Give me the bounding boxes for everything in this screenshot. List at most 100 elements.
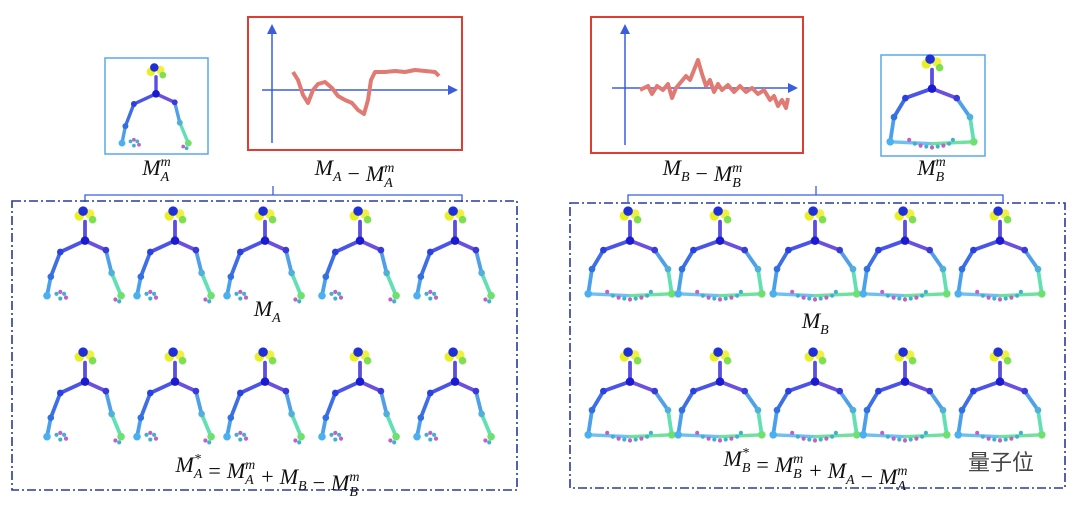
joint [939,406,947,414]
joint [58,289,63,294]
joint [329,432,334,437]
joint [622,296,627,301]
joint [954,431,962,439]
joint [117,432,125,441]
joint [992,296,997,301]
joint [616,436,621,441]
joint [148,437,153,442]
joint [63,436,69,441]
joint [875,387,882,395]
joint [924,144,929,149]
bone [590,389,606,413]
bone [742,248,760,272]
joint [939,265,947,273]
joint [392,299,397,304]
joint [1003,356,1012,365]
joint [849,265,857,273]
joint [992,437,997,442]
joint [238,289,243,294]
bone [837,389,855,413]
bone [888,140,934,146]
subscript: A [845,473,855,488]
joint [926,246,934,254]
bone [813,292,859,298]
bone [718,433,764,439]
joint [377,246,385,254]
plot-box [247,16,463,151]
subscript: A [332,170,342,185]
joint [1038,431,1046,439]
skeleton [413,347,495,445]
formula: MA [253,296,281,326]
joint [426,389,434,397]
joint [610,434,615,439]
skeleton [859,347,951,443]
bone [998,379,1027,394]
operator: + [809,458,821,483]
skeleton [769,347,861,443]
joint [117,299,122,304]
joint [58,296,63,301]
joint [234,432,239,437]
joint [674,290,682,298]
subscript: B [820,323,829,338]
bone [109,270,123,298]
joint [168,206,178,216]
joint [914,436,919,441]
joint [268,215,277,224]
bone [968,115,976,144]
joint [458,215,467,224]
joint [227,273,235,281]
joint [318,291,326,300]
skeleton [674,206,766,302]
bone [628,238,657,253]
bone [718,379,747,394]
joint [754,265,762,273]
joint [108,410,115,418]
joint [853,431,861,439]
joint [176,119,183,126]
bone [289,270,304,298]
joint [417,414,425,422]
joint [993,206,1003,216]
bone [473,389,484,416]
bone [172,100,182,125]
joint [695,289,700,294]
joint [118,139,126,147]
bracket [84,186,1004,202]
joint [897,437,902,442]
joint [383,269,390,277]
joint [1015,293,1020,298]
joint [132,137,136,142]
joint [487,299,492,304]
bone [199,411,214,439]
subscript: B [298,479,307,494]
joint [891,436,896,441]
bone [193,248,204,275]
joint [153,295,159,300]
joint [645,293,650,298]
bone [775,389,791,413]
joint [997,438,1003,443]
joint [584,290,592,298]
operator: − [861,464,873,489]
joint [392,432,400,441]
joint [353,347,363,357]
skeleton [223,206,305,304]
bone [956,292,1002,298]
joint [133,432,141,441]
bone [956,267,964,296]
superscript: * [742,446,749,461]
joint [833,430,838,435]
joint [623,347,633,357]
joint [875,246,882,254]
bone [1036,408,1044,437]
joint [322,414,330,422]
joint [363,356,372,365]
joint [47,273,55,281]
bone [666,267,674,296]
bone [954,96,972,119]
joint [117,440,122,445]
operator: − [348,161,360,186]
joint [56,248,64,256]
